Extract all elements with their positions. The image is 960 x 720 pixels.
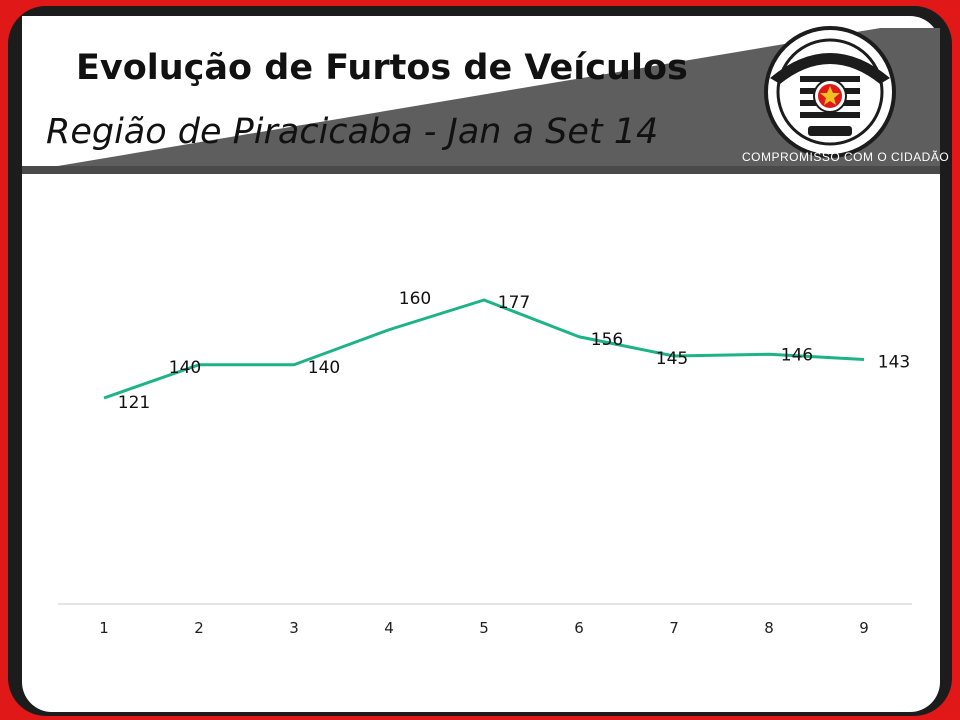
x-tick-1: 1	[99, 619, 109, 637]
header-band	[22, 28, 940, 172]
badge-logo	[764, 26, 896, 158]
data-label-3: 140	[308, 358, 340, 378]
data-label-5: 177	[498, 293, 530, 313]
x-tick-5: 5	[479, 619, 489, 637]
x-tick-6: 6	[574, 619, 584, 637]
x-tick-2: 2	[194, 619, 204, 637]
data-label-6: 156	[591, 330, 623, 350]
x-tick-labels: 1 2 3 4 5 6 7 8 9	[99, 619, 869, 637]
data-label-2: 140	[169, 358, 201, 378]
data-labels: 121 140 140 160 177 156 145 146 143	[103, 289, 910, 413]
x-tick-4: 4	[384, 619, 394, 637]
slide-background	[22, 16, 940, 712]
star-icon	[820, 86, 840, 105]
x-tick-9: 9	[859, 619, 869, 637]
data-label-4: 160	[399, 289, 431, 309]
header-band-edge	[22, 166, 940, 174]
x-tick-7: 7	[669, 619, 679, 637]
header-white-area	[22, 16, 880, 166]
data-label-7: 145	[656, 349, 688, 369]
x-tick-3: 3	[289, 619, 299, 637]
series-line	[103, 298, 865, 400]
x-tick-8: 8	[764, 619, 774, 637]
data-label-8: 146	[781, 345, 813, 365]
data-label-1: 121	[118, 393, 150, 413]
slide-title: Evolução de Furtos de Veículos	[76, 48, 688, 88]
slide-subtitle: Região de Piracicaba - Jan a Set 14	[46, 112, 659, 152]
data-label-9: 143	[878, 353, 910, 373]
motto-text: COMPROMISSO COM O CIDADÃO	[742, 150, 950, 164]
